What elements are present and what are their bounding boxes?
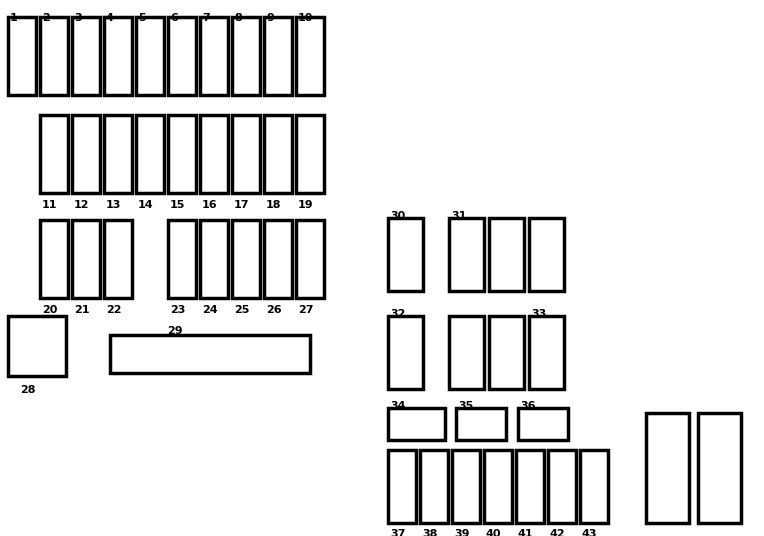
Bar	[646, 413, 689, 523]
Text: 33: 33	[531, 309, 546, 319]
Text: 16: 16	[202, 200, 218, 210]
Bar	[104, 220, 132, 298]
Text: 30: 30	[390, 211, 405, 221]
Bar	[580, 450, 608, 523]
Bar	[168, 17, 196, 95]
Bar	[388, 218, 423, 291]
Bar	[264, 115, 292, 193]
Bar	[104, 115, 132, 193]
Text: 25: 25	[234, 305, 249, 315]
Bar	[489, 316, 524, 389]
Text: 27: 27	[298, 305, 313, 315]
Bar	[420, 450, 448, 523]
Text: 15: 15	[170, 200, 186, 210]
Text: 34: 34	[390, 401, 406, 411]
Bar	[168, 115, 196, 193]
Text: 29: 29	[167, 326, 183, 336]
Bar	[548, 450, 576, 523]
Text: 41: 41	[518, 529, 533, 536]
Bar	[388, 316, 423, 389]
Bar	[232, 17, 260, 95]
Bar	[452, 450, 480, 523]
Bar	[518, 408, 568, 440]
Text: 8: 8	[234, 13, 241, 23]
Text: 36: 36	[520, 401, 536, 411]
Text: 39: 39	[454, 529, 470, 536]
Text: 14: 14	[138, 200, 154, 210]
Text: 38: 38	[422, 529, 437, 536]
Bar	[296, 17, 324, 95]
Bar	[104, 17, 132, 95]
Bar	[449, 316, 484, 389]
Bar	[388, 408, 445, 440]
Text: 18: 18	[266, 200, 281, 210]
Text: 3: 3	[74, 13, 82, 23]
Bar	[8, 316, 66, 376]
Bar	[72, 220, 100, 298]
Text: 43: 43	[582, 529, 597, 536]
Text: 2: 2	[42, 13, 50, 23]
Bar	[40, 115, 68, 193]
Text: 1: 1	[10, 13, 18, 23]
Bar	[168, 220, 196, 298]
Bar	[40, 17, 68, 95]
Text: 42: 42	[550, 529, 565, 536]
Text: 28: 28	[20, 385, 35, 395]
Bar	[264, 220, 292, 298]
Text: 19: 19	[298, 200, 314, 210]
Text: 13: 13	[106, 200, 121, 210]
Text: 11: 11	[42, 200, 57, 210]
Bar	[516, 450, 544, 523]
Text: 7: 7	[202, 13, 210, 23]
Bar	[72, 17, 100, 95]
Bar	[529, 218, 564, 291]
Bar	[296, 220, 324, 298]
Bar	[529, 316, 564, 389]
Text: 40: 40	[486, 529, 501, 536]
Bar	[136, 115, 164, 193]
Text: 35: 35	[458, 401, 473, 411]
Bar	[232, 220, 260, 298]
Bar	[232, 115, 260, 193]
Text: 6: 6	[170, 13, 178, 23]
Bar	[40, 220, 68, 298]
Text: 37: 37	[390, 529, 406, 536]
Bar	[264, 17, 292, 95]
Text: 31: 31	[451, 211, 466, 221]
Bar	[136, 17, 164, 95]
Bar	[456, 408, 506, 440]
Bar	[200, 17, 228, 95]
Bar	[8, 17, 36, 95]
Bar	[200, 115, 228, 193]
Bar	[484, 450, 512, 523]
Bar	[489, 218, 524, 291]
Bar	[449, 218, 484, 291]
Text: 9: 9	[266, 13, 274, 23]
Bar	[296, 115, 324, 193]
Text: 23: 23	[170, 305, 186, 315]
Bar	[200, 220, 228, 298]
Text: 10: 10	[298, 13, 313, 23]
Text: 26: 26	[266, 305, 282, 315]
Text: 21: 21	[74, 305, 89, 315]
Text: 22: 22	[106, 305, 121, 315]
Text: 17: 17	[234, 200, 250, 210]
Text: 24: 24	[202, 305, 218, 315]
Text: 5: 5	[138, 13, 146, 23]
Text: 12: 12	[74, 200, 89, 210]
Bar	[698, 413, 741, 523]
Text: 20: 20	[42, 305, 57, 315]
Bar	[110, 335, 310, 373]
Text: 32: 32	[390, 309, 406, 319]
Bar	[388, 450, 416, 523]
Bar	[72, 115, 100, 193]
Text: 4: 4	[106, 13, 114, 23]
